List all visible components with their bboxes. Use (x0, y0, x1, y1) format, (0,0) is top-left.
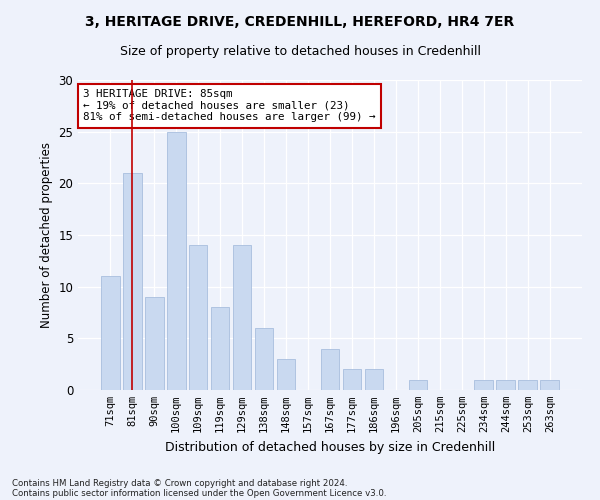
Bar (211, 308, 229, 390)
Bar (145, 297, 164, 390)
Text: 3, HERITAGE DRIVE, CREDENHILL, HEREFORD, HR4 7ER: 3, HERITAGE DRIVE, CREDENHILL, HEREFORD,… (85, 15, 515, 29)
Text: Contains public sector information licensed under the Open Government Licence v3: Contains public sector information licen… (12, 488, 386, 498)
Bar (496, 380, 515, 390)
Bar (255, 328, 274, 390)
Bar (277, 359, 295, 390)
Text: Contains HM Land Registry data © Crown copyright and database right 2024.: Contains HM Land Registry data © Crown c… (12, 478, 347, 488)
Bar (365, 370, 383, 390)
Bar (123, 173, 142, 390)
Bar (343, 370, 361, 390)
Bar (518, 380, 537, 390)
Y-axis label: Number of detached properties: Number of detached properties (40, 142, 53, 328)
Bar (233, 246, 251, 390)
Bar (541, 380, 559, 390)
Bar (167, 132, 185, 390)
X-axis label: Distribution of detached houses by size in Credenhill: Distribution of detached houses by size … (165, 440, 495, 454)
Bar (475, 380, 493, 390)
Bar (320, 348, 340, 390)
Bar (101, 276, 119, 390)
Text: Size of property relative to detached houses in Credenhill: Size of property relative to detached ho… (119, 45, 481, 58)
Bar (409, 380, 427, 390)
Text: 3 HERITAGE DRIVE: 85sqm
← 19% of detached houses are smaller (23)
81% of semi-de: 3 HERITAGE DRIVE: 85sqm ← 19% of detache… (83, 90, 376, 122)
Bar (189, 246, 208, 390)
